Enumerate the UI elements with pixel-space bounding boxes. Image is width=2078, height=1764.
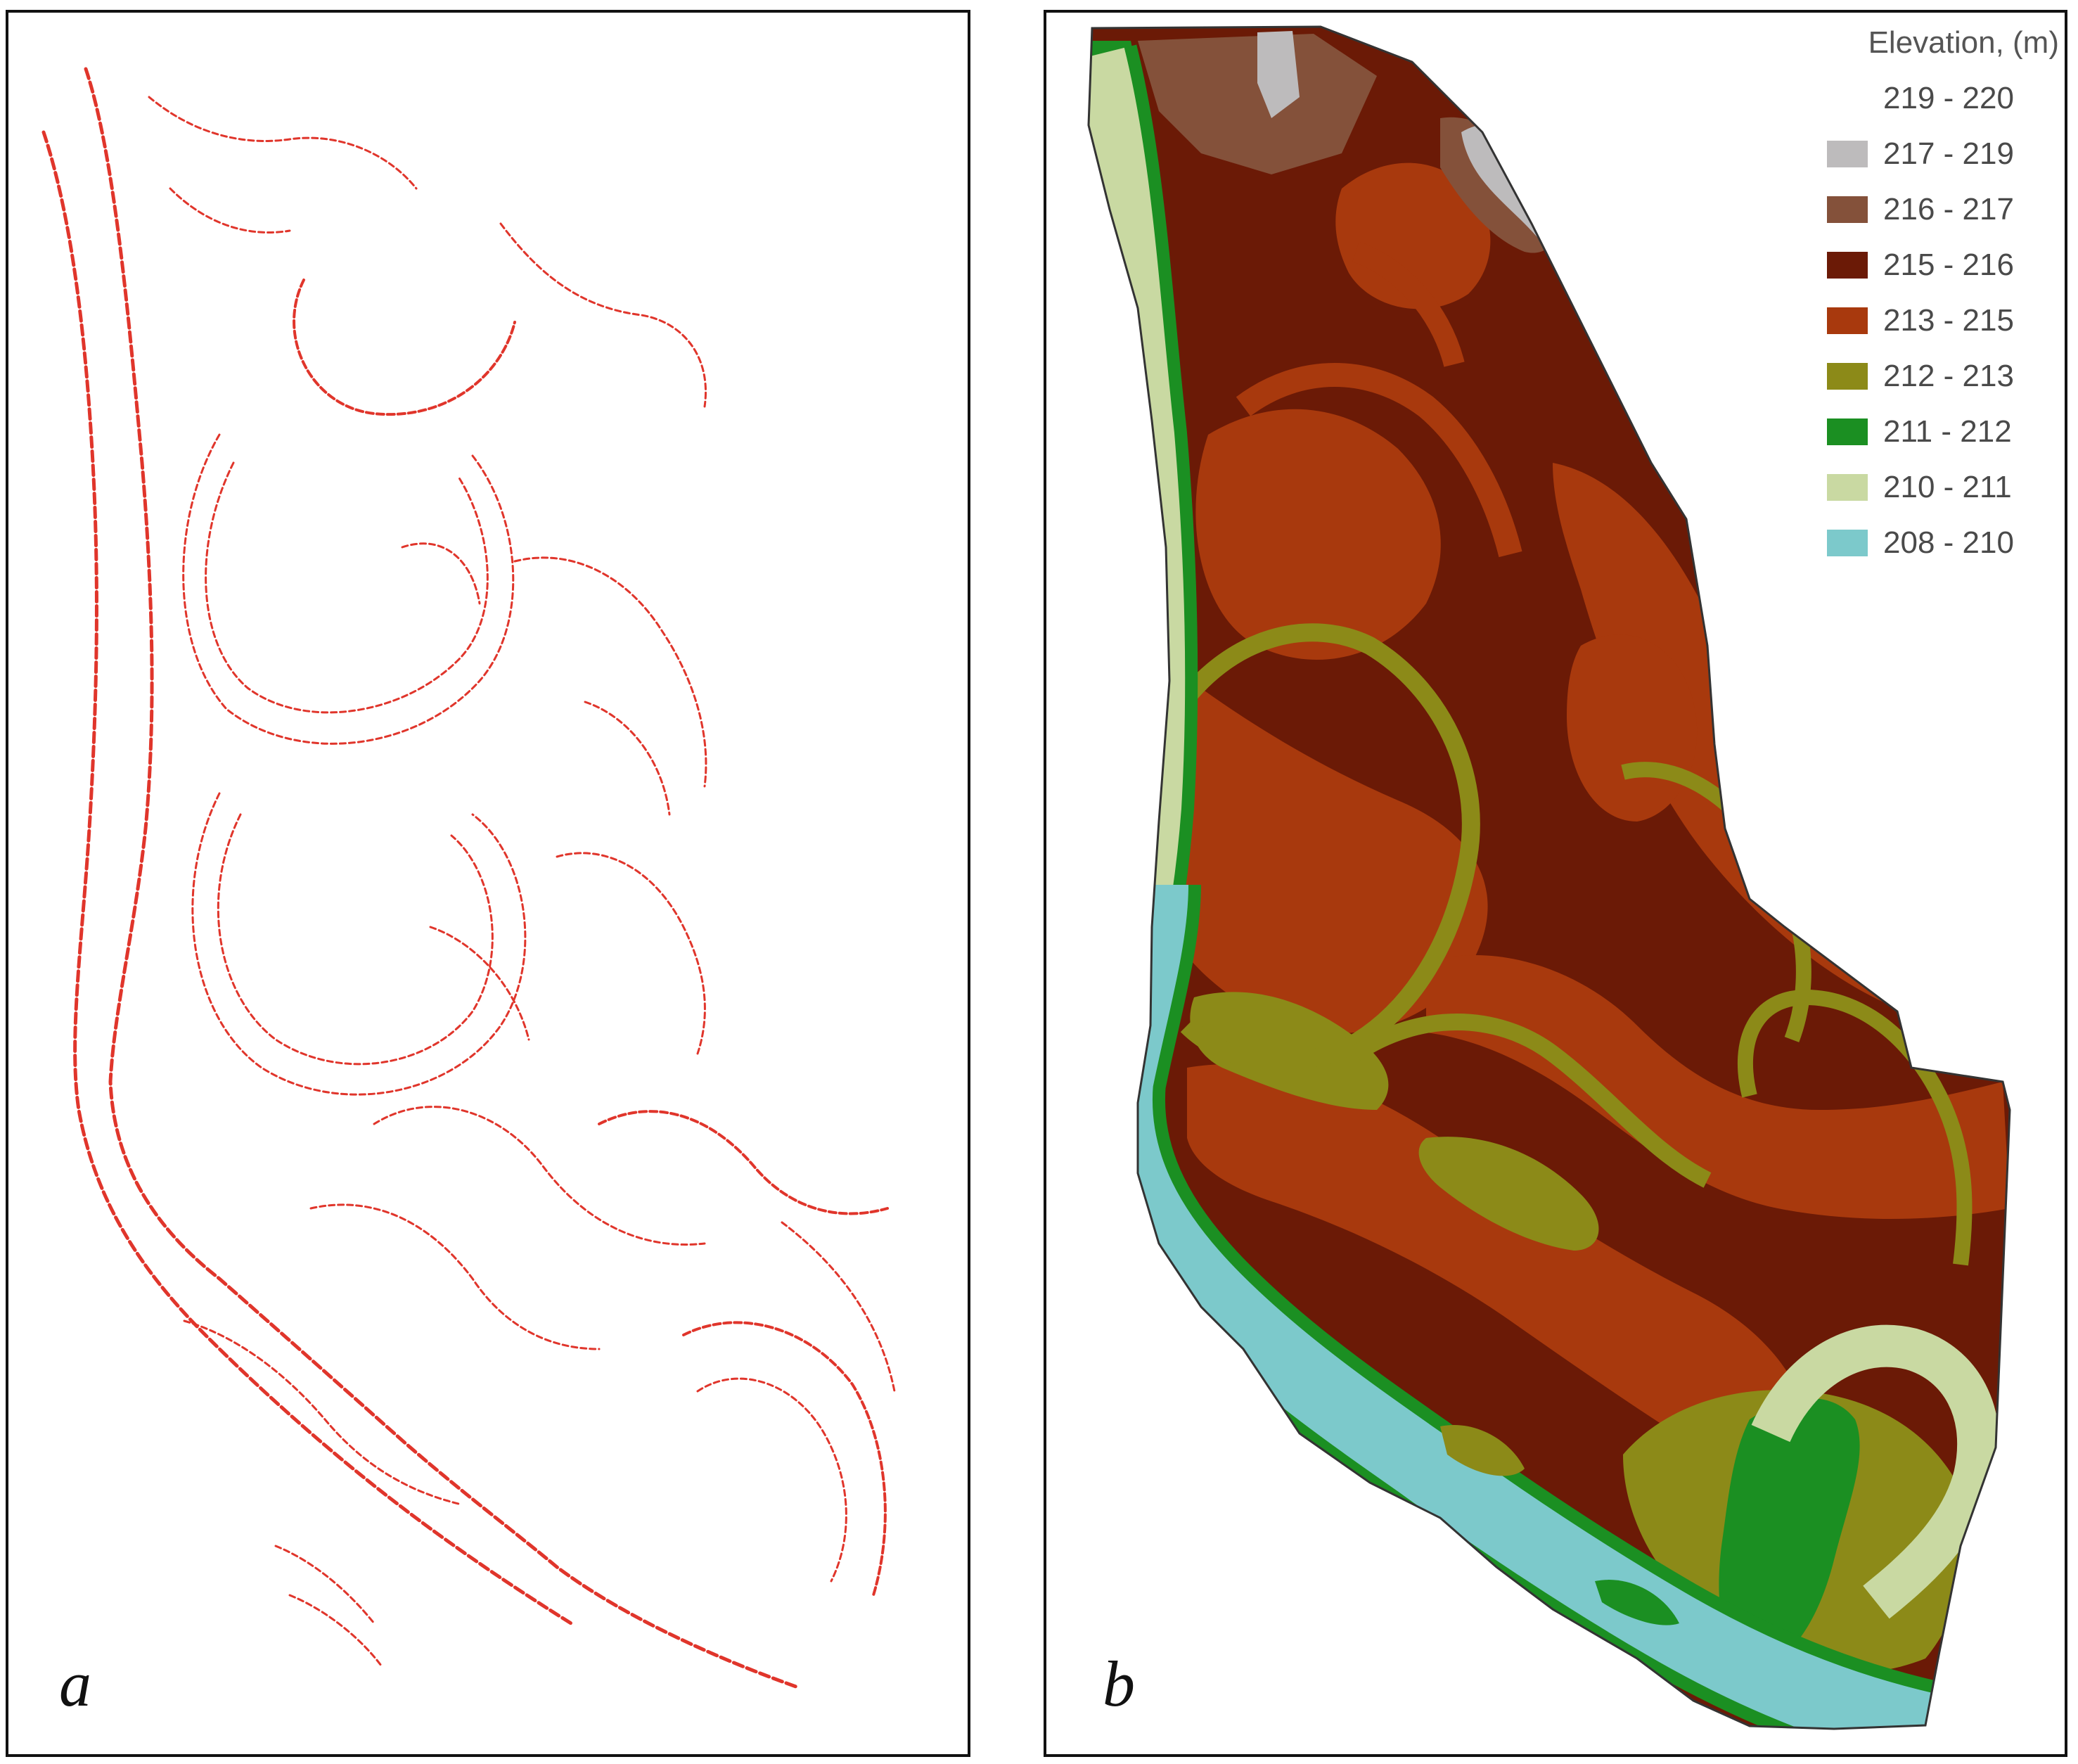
legend-label: 215 - 216	[1883, 247, 2014, 282]
contour-line	[183, 1319, 460, 1505]
elevation-zone	[1352, 241, 1465, 367]
contour-line	[499, 222, 707, 408]
elevation-zone	[1737, 989, 1973, 1266]
contour-line	[217, 813, 494, 1066]
panel-letter-b: b	[1103, 1648, 1135, 1720]
contour-line	[429, 926, 530, 1041]
contour-line	[274, 1545, 376, 1625]
contour-line	[288, 1594, 383, 1667]
contour-line	[584, 701, 671, 816]
legend-label: 212 - 213	[1883, 358, 2014, 393]
contour-line	[513, 556, 707, 788]
elevation-zone	[1418, 1137, 1599, 1251]
elevation-zone	[1751, 1324, 2000, 1619]
contour-line	[309, 1203, 601, 1350]
legend-item: 211 - 212	[1764, 404, 2059, 459]
legend-swatch	[1827, 140, 1868, 167]
contour-line	[373, 1106, 706, 1246]
elevation-zone	[1165, 623, 1480, 1071]
elevation-zone	[1089, 47, 1186, 1002]
elevation-zone	[1139, 646, 1488, 1034]
legend-swatch	[1827, 362, 1868, 390]
contour-line	[401, 542, 481, 605]
legend-title: Elevation, (m)	[1868, 25, 2059, 60]
legend-label: 213 - 215	[1883, 302, 2014, 338]
contour-line	[205, 461, 489, 714]
contour-line	[293, 279, 516, 416]
contour-line	[598, 1110, 889, 1215]
legend-label: 208 - 210	[1883, 525, 2014, 560]
contour-line	[682, 1321, 887, 1597]
contour-line	[41, 130, 573, 1625]
panel-a: a	[6, 10, 970, 1757]
legend-rows: 219 - 220 217 - 219 216 - 217 215 - 216 213 …	[1764, 70, 2059, 570]
legend-swatch	[1827, 307, 1868, 334]
elevation-zone	[1195, 409, 1441, 660]
elevation-zone	[1190, 992, 1389, 1110]
terrain-outline	[1087, 25, 2011, 1730]
elevation-zone	[1257, 31, 1300, 118]
elevation-zone	[1138, 34, 1377, 174]
legend-label: 216 - 217	[1883, 191, 2014, 226]
panel-letter-a: a	[59, 1648, 91, 1720]
legend-item: 215 - 216	[1764, 237, 2059, 293]
contour-line	[84, 67, 798, 1689]
legend-item: 217 - 219	[1764, 126, 2059, 181]
contour-line	[182, 433, 515, 745]
legend-label: 211 - 212	[1883, 414, 2012, 449]
panel-b: Elevation, (m) 219 - 220 217 - 219 216 - 2…	[1044, 10, 2067, 1757]
elevation-zone	[1426, 955, 2010, 1219]
elevation-zone	[1187, 1063, 1806, 1462]
contour-line	[148, 96, 418, 190]
legend-label: 219 - 220	[1883, 80, 2014, 115]
contour-line	[191, 792, 527, 1096]
legend-swatch	[1827, 529, 1868, 556]
legend-label: 217 - 219	[1883, 136, 2014, 171]
contour-map	[41, 67, 896, 1689]
elevation-zone	[1351, 1014, 1712, 1188]
legend-item: 208 - 210	[1764, 515, 2059, 570]
legend-item: 213 - 215	[1764, 293, 2059, 348]
legend-item: 219 - 220	[1764, 70, 2059, 126]
contour-line	[169, 187, 291, 234]
legend-item: 212 - 213	[1764, 348, 2059, 404]
legend-swatch	[1827, 196, 1868, 223]
legend-swatch	[1827, 251, 1868, 279]
elevation-zone	[1236, 363, 1522, 558]
elevation-zone	[1595, 1580, 1679, 1625]
legend-swatch	[1827, 84, 1868, 112]
contour-line	[696, 1377, 847, 1583]
contour-line	[781, 1221, 896, 1393]
legend-item: 216 - 217	[1764, 181, 2059, 237]
elevation-legend: Elevation, (m) 219 - 220 217 - 219 216 - 2…	[1764, 25, 2059, 570]
legend-swatch	[1827, 418, 1868, 445]
elevation-zone	[1335, 162, 1491, 309]
legend-swatch	[1827, 473, 1868, 501]
legend-label: 210 - 211	[1883, 469, 2012, 504]
elevation-zone	[1440, 1425, 1525, 1476]
contour-line	[556, 852, 706, 1055]
legend-item: 210 - 211	[1764, 459, 2059, 515]
elevation-zone	[1719, 1398, 1860, 1673]
